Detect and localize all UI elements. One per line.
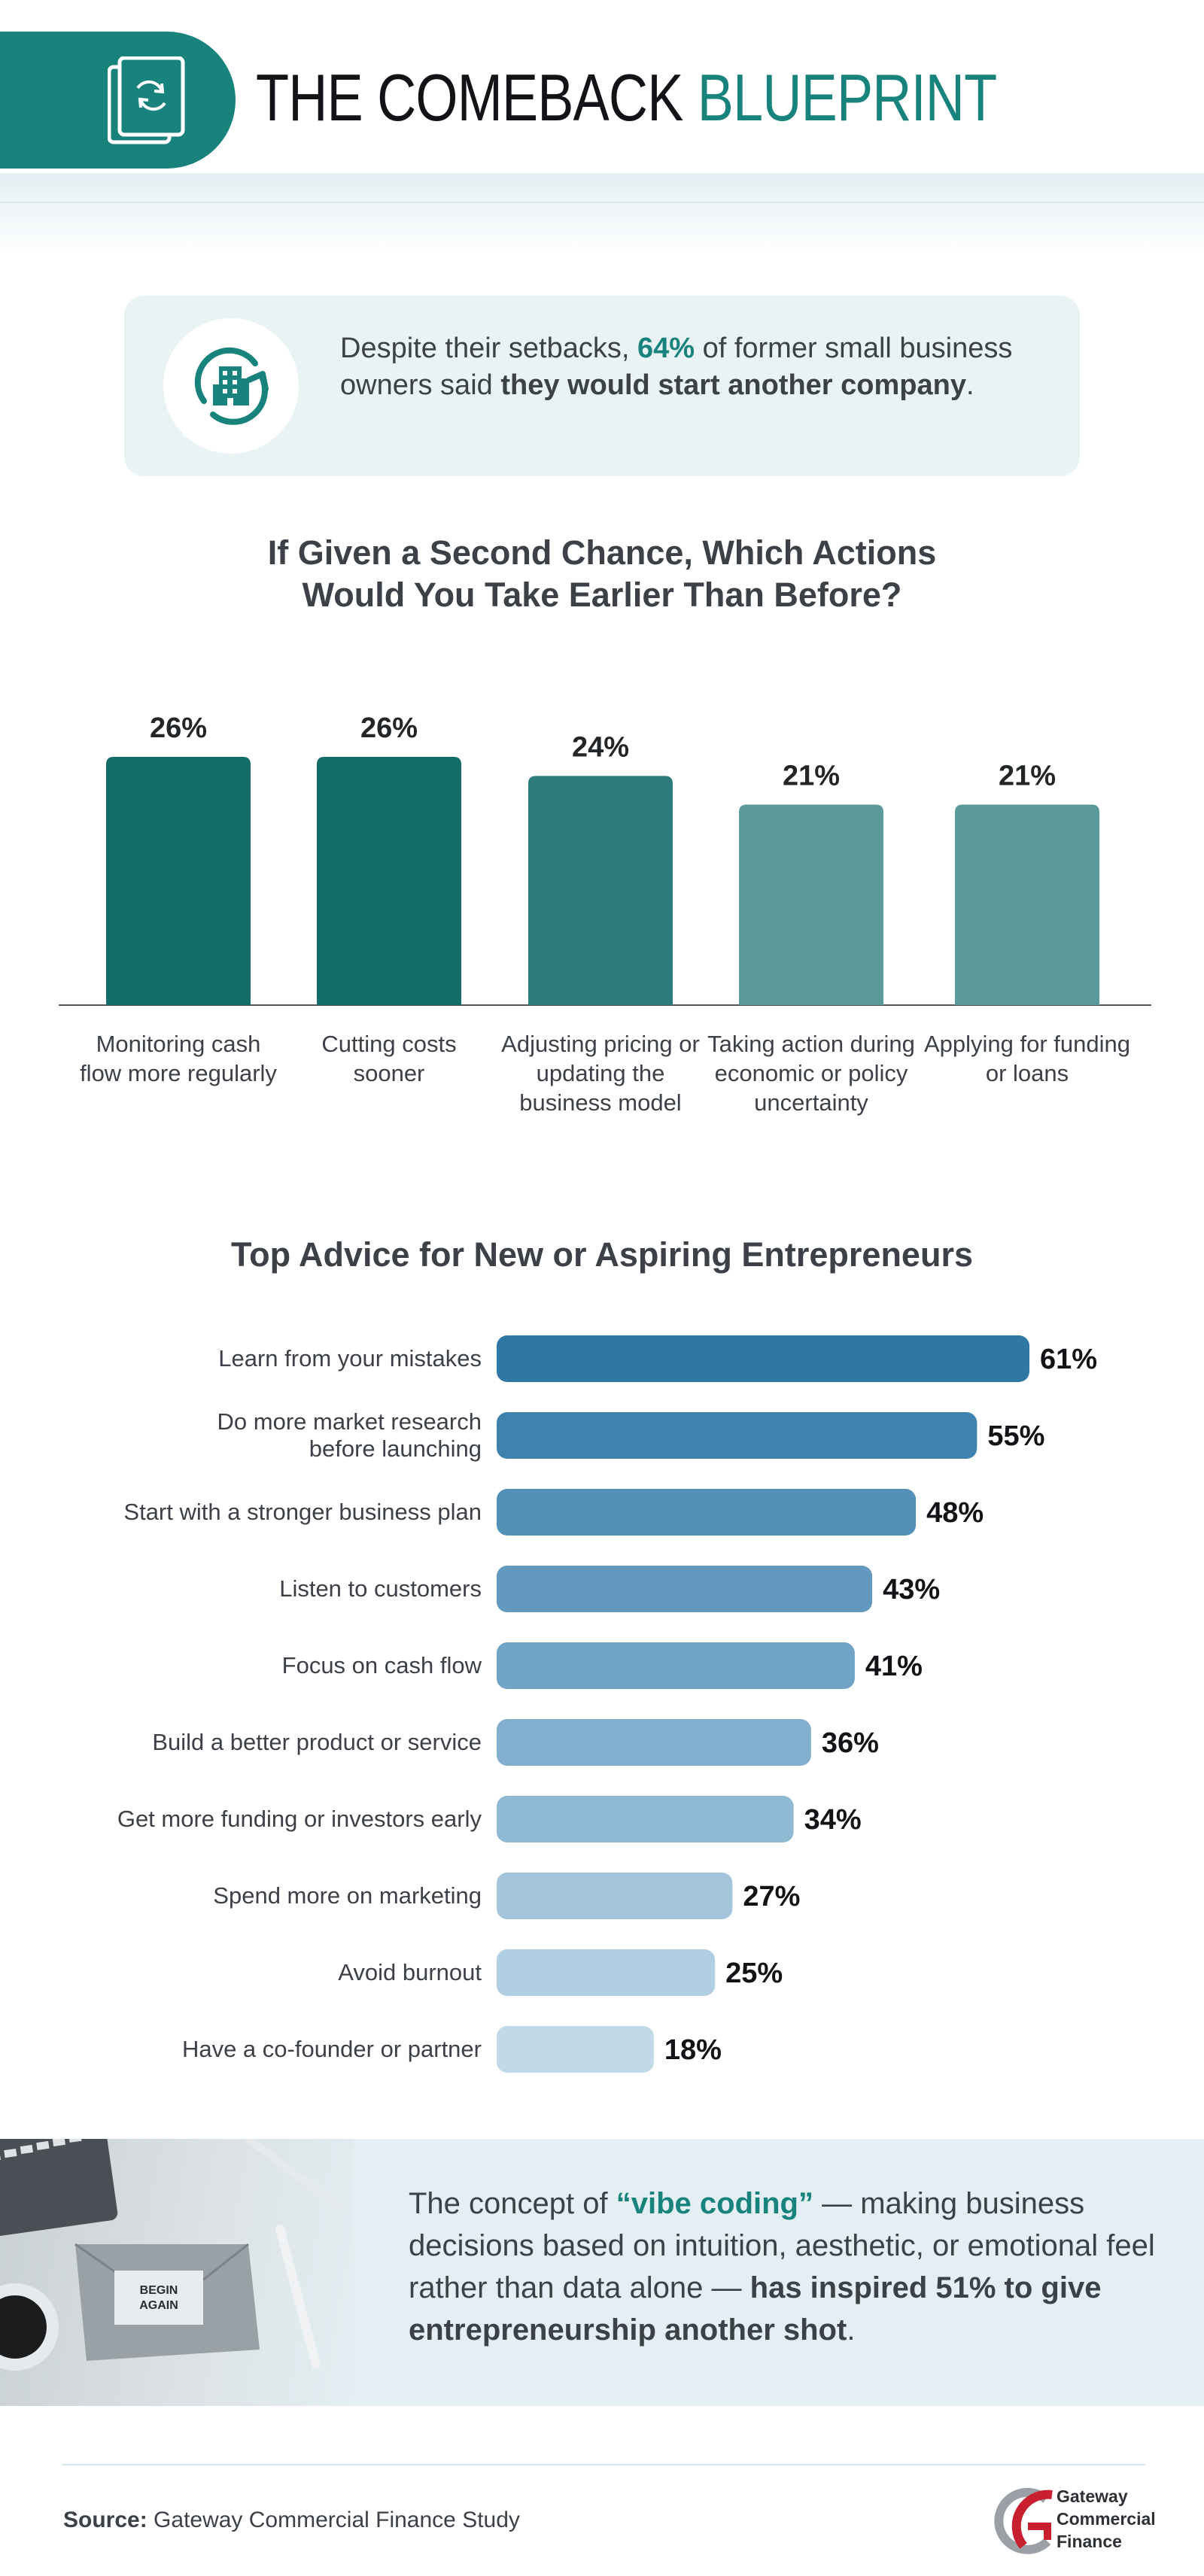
title-part-1: THE COMEBACK [256,60,683,135]
advice-bar [497,2026,654,2073]
banner-bold-phrase: has inspired 51% to give entrepreneurshi… [409,2271,1102,2347]
advice-category-label: Get more funding or investors early [117,1806,482,1832]
advice-category-label: Listen to customers [279,1575,482,1602]
note-label-line-1: BEGIN [140,2284,178,2297]
building-cycle-icon [194,347,269,425]
advice-category-label: Avoid burnout [338,1959,482,1985]
stat-card: Despite their setbacks, 64% of former sm… [124,296,1080,476]
column-bar [955,804,1099,1005]
advice-bar [497,1873,733,1919]
column-value-label: 24% [572,731,629,763]
advice-bar [497,1489,917,1536]
column-bar [106,757,251,1005]
advice-bar [497,1642,855,1689]
source-label: Source: [63,2508,147,2532]
horizontal-bar-chart-plot: 61% 55% 48% 43% 41% 36% 34% 27% 25% 18% [497,1335,1097,2073]
bar-chart-title: Top Advice for New or Aspiring Entrepren… [231,1235,973,1274]
advice-value-label: 25% [725,1958,783,1989]
banner-text-start: The concept of [409,2187,616,2220]
source-note: Source: Gateway Commercial Finance Study [63,2508,520,2533]
banner-text-middle: — making business decisions based on int… [409,2187,1155,2304]
page-title: THE COMEBACK BLUEPRINT [256,53,997,143]
column-chart-title: If Given a Second Chance, Which Actions … [0,532,1204,616]
column-bar [317,757,461,1005]
advice-value-label: 36% [822,1727,879,1759]
advice-category-label: Learn from your mistakes [218,1345,482,1372]
advice-value-label: 27% [743,1881,800,1912]
column-chart-plot: 26% 26% 24% 21% 21% [59,712,1151,1006]
stat-highlight: 64% [637,333,695,364]
advice-bar [497,1335,1029,1382]
advice-value-label: 48% [926,1497,984,1529]
logo-text: Gateway Commercial Finance [1057,2485,1156,2553]
advice-value-label: 55% [987,1420,1044,1452]
advice-category-label: Have a co-founder or partner [181,2036,482,2062]
stat-bold-phrase: they would start another company [500,369,966,401]
column-value-label: 21% [783,760,840,791]
vibe-coding-banner: BEGIN AGAIN The concept of “vibe coding”… [0,2139,1204,2406]
advice-bar [497,1796,794,1842]
advice-category-label: Do more market research before launching [217,1408,482,1462]
advice-value-label: 61% [1040,1344,1097,1375]
advice-value-label: 41% [865,1651,923,1682]
vibe-coding-text: The concept of “vibe coding” — making bu… [409,2183,1161,2351]
logo-line-2: Commercial [1057,2509,1156,2529]
stat-text-start: Despite their setbacks, [340,333,637,364]
header: THE COMEBACK BLUEPRINT [0,0,1204,256]
column-category-label: Cutting costs sooner [321,1031,457,1086]
column-chart: 26% 26% 24% 21% 21% Monitoring cash flow mor… [0,677,1204,1144]
column-chart-title-text: If Given a Second Chance, Which Actions … [267,533,937,614]
column-value-label: 26% [150,712,207,744]
advice-value-label: 18% [664,2034,722,2066]
column-category-label: Taking action during economic or policy … [707,1031,915,1116]
header-divider [0,202,1204,203]
stat-text-end: . [965,369,974,401]
column-category-label: Adjusting pricing or updating the busine… [501,1031,700,1116]
source-text: Gateway Commercial Finance Study [154,2508,520,2532]
logo-line-3: Finance [1057,2532,1122,2551]
stat-text-middle: of former small business owners said [340,333,1013,401]
document-refresh-icon [108,56,185,144]
advice-bar [497,1566,873,1612]
advice-value-label: 34% [804,1804,862,1836]
gateway-g-logo-icon [994,2487,1053,2554]
advice-category-label: Spend more on marketing [213,1882,482,1909]
logo-line-1: Gateway [1057,2486,1128,2506]
advice-value-label: 43% [883,1574,940,1605]
stat-text: Despite their setbacks, 64% of former sm… [340,330,1017,404]
column-category-label: Applying for funding or loans [923,1031,1131,1086]
footer-divider [62,2464,1145,2465]
column-value-label: 21% [999,760,1056,791]
banner-text-end: . [847,2313,856,2347]
advice-bar [497,1719,811,1766]
desk-illustration: BEGIN AGAIN [0,2139,342,2371]
stat-icon-circle [163,318,299,454]
column-category-label: Monitoring cash flow more regularly [80,1031,277,1086]
advice-category-label: Build a better product or service [152,1729,482,1755]
column-bar [528,776,673,1005]
note-label-line-2: AGAIN [139,2299,178,2312]
column-value-label: 26% [360,712,418,744]
advice-category-label: Start with a stronger business plan [123,1499,482,1525]
advice-bar [497,1412,977,1459]
desk-photo: BEGIN AGAIN [0,2139,354,2406]
banner-quoted: “vibe coding” [616,2187,813,2220]
advice-category-label: Focus on cash flow [281,1652,482,1678]
horizontal-bar-chart: 61% 55% 48% 43% 41% 36% 34% 27% 25% 18% Learn fro… [0,1324,1204,2084]
title-part-2: BLUEPRINT [697,60,997,135]
column-bar [739,804,883,1005]
advice-bar [497,1949,716,1996]
header-band [0,173,1204,256]
